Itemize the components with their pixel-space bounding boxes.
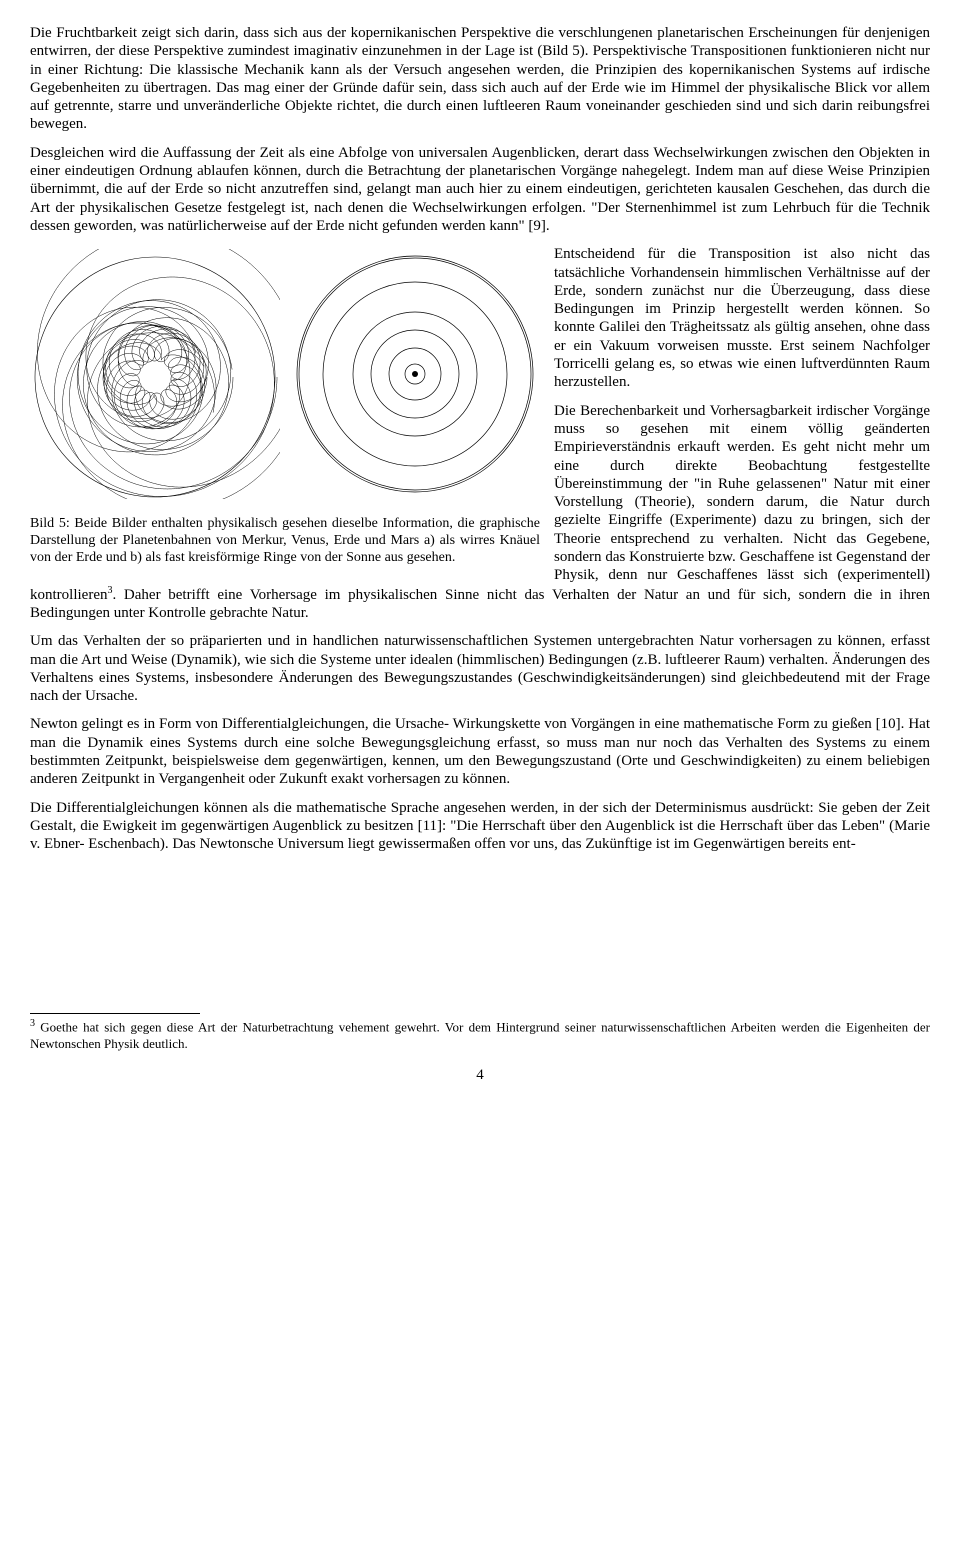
figure-5a-geocentric <box>30 249 280 499</box>
paragraph-6: Newton gelingt es in Form von Differenti… <box>30 715 930 788</box>
footnote-text: Goethe hat sich gegen diese Art der Natu… <box>30 1020 930 1051</box>
paragraph-4b: . Daher betrifft eine Vorhersage im phys… <box>30 587 930 621</box>
paragraph-1: Die Fruchtbarkeit zeigt sich darin, dass… <box>30 24 930 134</box>
page-number: 4 <box>30 1066 930 1084</box>
figure-5: Bild 5: Beide Bilder enthalten physikali… <box>30 249 540 566</box>
paragraph-5: Um das Verhalten der so präparierten und… <box>30 632 930 705</box>
figure-5-caption: Bild 5: Beide Bilder enthalten physikali… <box>30 515 540 566</box>
paragraph-7: Die Differentialgleichungen können als d… <box>30 799 930 854</box>
footnote-3: 3 Goethe hat sich gegen diese Art der Na… <box>30 1018 930 1052</box>
paragraph-2: Desgleichen wird die Auffassung der Zeit… <box>30 144 930 235</box>
figure-5b-heliocentric <box>290 249 540 499</box>
footnote-rule <box>30 1013 200 1014</box>
